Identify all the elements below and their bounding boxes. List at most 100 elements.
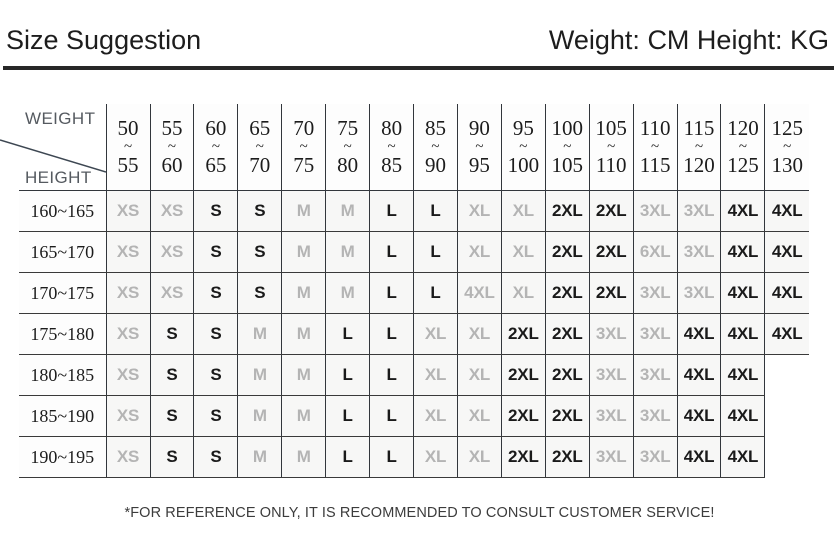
weight-range-to: 65 (205, 153, 227, 178)
size-cell: XL (413, 436, 458, 478)
weight-range-to: 85 (381, 153, 403, 178)
size-cell: S (150, 354, 195, 396)
weight-range-tilde: ~ (431, 138, 440, 155)
size-cell: 6XL (633, 231, 678, 273)
size-cell: 4XL (764, 313, 809, 355)
size-cell: 2XL (589, 231, 634, 273)
weight-range-to: 80 (337, 153, 359, 178)
weight-range-tilde: ~ (738, 138, 747, 155)
weight-range-to: 90 (424, 153, 446, 178)
weight-range-to: 110 (595, 153, 627, 178)
size-cell: S (193, 395, 239, 437)
size-cell: XL (457, 231, 502, 273)
table-row: 175~180 XS S S M M L L XL XL 2XL 2XL 3XL 3XL 4XL 4XL 4XL (19, 313, 809, 355)
size-cell: XL (413, 354, 458, 396)
weight-range-header: 95 ~100 (501, 104, 546, 191)
size-cell: XS (106, 354, 151, 396)
weight-range-from: 110 (639, 116, 671, 141)
height-range-label: 180~185 (19, 354, 107, 396)
header-bar: Size Suggestion Weight: CM Height: KG (0, 16, 839, 64)
weight-range-to: 105 (551, 153, 584, 178)
size-cell: 2XL (545, 395, 590, 437)
size-cell: 4XL (764, 272, 809, 314)
weight-range-from: 50 (117, 116, 139, 141)
size-cell: 4XL (457, 272, 502, 314)
size-cell: 3XL (589, 395, 634, 437)
size-cell: S (237, 272, 283, 314)
weight-range-tilde: ~ (475, 138, 484, 155)
size-cell: 3XL (677, 231, 722, 273)
weight-range-tilde: ~ (563, 138, 572, 155)
size-cell: 2XL (501, 313, 546, 355)
weight-range-tilde: ~ (651, 138, 660, 155)
header-divider (3, 66, 834, 70)
size-cell: S (193, 190, 239, 232)
weight-range-header: 120 ~125 (720, 104, 766, 191)
weight-range-from: 125 (771, 116, 803, 141)
size-cell: XS (106, 231, 151, 273)
weight-range-from: 70 (293, 116, 315, 141)
size-cell: XS (106, 436, 151, 478)
size-cell: M (281, 436, 327, 478)
size-cell: S (237, 190, 283, 232)
size-cell: L (413, 272, 458, 314)
size-cell: 3XL (589, 436, 634, 478)
weight-range-to: 95 (468, 153, 490, 178)
weight-range-header: 85 ~90 (413, 104, 458, 191)
height-range-label: 160~165 (19, 190, 107, 232)
size-cell: L (369, 313, 415, 355)
weight-range-tilde: ~ (255, 138, 264, 155)
weight-range-to: 115 (639, 153, 671, 178)
weight-range-tilde: ~ (123, 138, 133, 155)
size-cell: XS (106, 272, 151, 314)
weight-range-tilde: ~ (694, 138, 704, 155)
size-cell: L (369, 190, 415, 232)
weight-range-from: 80 (381, 116, 403, 141)
size-table: WEIGHT HEIGHT 50 ~55 55 ~60 60 ~65 65 ~70 70 ~75 7… (0, 104, 809, 478)
size-cell: L (325, 436, 371, 478)
weight-range-tilde: ~ (343, 138, 352, 155)
weight-range-from: 105 (595, 116, 627, 141)
table-row: 190~195 XS S S M M L L XL XL 2XL 2XL 3XL 3XL 4XL 4XL (19, 436, 809, 478)
size-cell: L (369, 272, 415, 314)
weight-range-tilde: ~ (783, 138, 792, 155)
size-cell: XS (150, 190, 195, 232)
size-cell: 4XL (720, 231, 766, 273)
size-cell: XL (501, 231, 546, 273)
size-cell: 3XL (633, 190, 678, 232)
weight-range-tilde: ~ (607, 138, 616, 155)
size-cell: 4XL (720, 436, 766, 478)
corner-height-label: HEIGHT (25, 168, 92, 187)
corner-weight-label: WEIGHT (25, 109, 96, 128)
weight-range-header: 105 ~110 (589, 104, 634, 191)
size-cell: 4XL (677, 354, 722, 396)
height-range-label: 190~195 (19, 436, 107, 478)
weight-range-header: 70 ~75 (281, 104, 327, 191)
size-cell: M (281, 190, 327, 232)
weight-range-to: 125 (727, 153, 759, 178)
size-cell: 3XL (633, 354, 678, 396)
weight-range-from: 75 (337, 116, 359, 141)
size-cell: 4XL (720, 313, 766, 355)
size-cell: XL (457, 190, 502, 232)
size-cell: L (325, 395, 371, 437)
size-cell: 2XL (545, 231, 590, 273)
size-cell: 2XL (501, 354, 546, 396)
size-cell: XS (106, 190, 151, 232)
size-cell: L (413, 231, 458, 273)
height-range-label: 165~170 (19, 231, 107, 273)
weight-range-header: 50 ~55 (106, 104, 151, 191)
weight-range-from: 90 (468, 116, 490, 141)
weight-range-header: 80 ~85 (369, 104, 415, 191)
weight-range-from: 95 (512, 116, 534, 141)
size-cell: S (150, 313, 195, 355)
size-cell: 4XL (764, 190, 809, 232)
size-cell: L (413, 190, 458, 232)
size-cell: M (281, 272, 327, 314)
table-body: 160~165 XS XS S S M M L L XL XL 2XL 2XL 3XL 3XL 4XL 4XL 1… (19, 190, 809, 478)
table-header-row: WEIGHT HEIGHT 50 ~55 55 ~60 60 ~65 65 ~70 70 ~75 7… (0, 104, 809, 191)
size-cell-empty (764, 354, 809, 396)
size-cell: M (325, 272, 371, 314)
size-cell: XS (106, 395, 151, 437)
